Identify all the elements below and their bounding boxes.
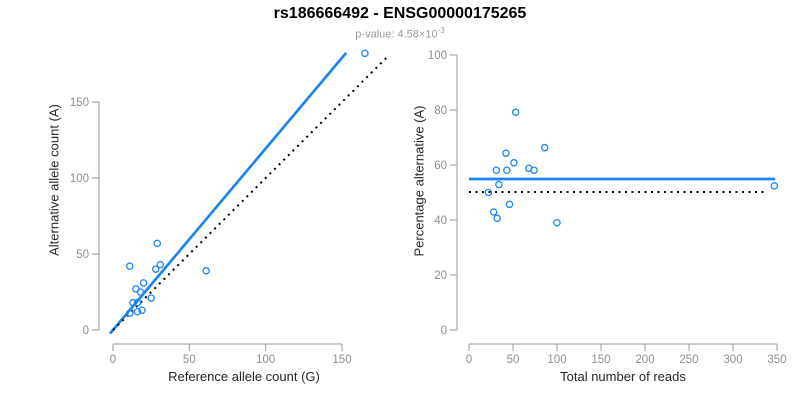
left-data-points — [126, 49, 369, 318]
data-point — [503, 166, 511, 174]
data-point — [147, 294, 155, 302]
data-point — [505, 200, 514, 209]
figure-subtitle: p-value: 4.58×10-3 — [0, 26, 800, 41]
x-tick-label: 150 — [591, 354, 610, 366]
y-tick-label: 40 — [434, 215, 447, 227]
data-point — [489, 208, 498, 216]
data-point — [493, 214, 501, 223]
data-point — [129, 298, 137, 307]
x-tick-label: 100 — [547, 354, 566, 366]
y-tick-label: 0 — [441, 325, 447, 337]
left-y-axis-label: Alternative allele count (A) — [46, 104, 62, 256]
x-tick-label: 150 — [332, 354, 351, 366]
right-plot: 0 50 100 150 200 250 300 350 0 20 40 60 80 100 — [428, 50, 787, 366]
left-x-axis-label: Reference allele count (G) — [168, 369, 320, 384]
fitted-ratio-line — [108, 51, 348, 335]
data-point — [525, 164, 533, 173]
data-point — [126, 262, 134, 270]
y-tick-label: 60 — [434, 160, 447, 172]
data-point — [361, 49, 369, 58]
data-point — [770, 182, 779, 190]
left-plot: 0 50 100 150 0 50 100 150 — [70, 49, 388, 366]
x-tick-label: 300 — [723, 354, 742, 366]
data-point — [133, 298, 142, 307]
pvalue-text: p-value: 4.58×10 — [355, 28, 438, 41]
data-point — [553, 218, 561, 227]
x-tick-label: 250 — [679, 354, 698, 366]
data-point — [139, 279, 148, 287]
data-point — [202, 266, 210, 275]
x-tick-label: 50 — [507, 354, 520, 366]
y-tick-label: 80 — [434, 105, 447, 117]
y-tick-label: 20 — [434, 270, 447, 282]
x-tick-label: 0 — [466, 354, 472, 366]
data-point — [495, 180, 503, 189]
data-point — [136, 288, 145, 296]
identity-y-equals-x-line — [112, 56, 388, 331]
data-point — [126, 309, 134, 318]
y-tick-label: 50 — [76, 249, 89, 261]
data-point — [138, 306, 146, 314]
figure-title: rs186666492 - ENSG00000175265 — [273, 5, 527, 22]
data-point — [133, 308, 142, 316]
right-x-axis-label: Total number of reads — [560, 369, 686, 384]
x-tick-label: 0 — [110, 354, 116, 366]
data-point — [510, 159, 518, 167]
x-tick-label: 50 — [183, 354, 196, 366]
data-point — [540, 143, 549, 152]
right-data-points — [484, 108, 779, 227]
x-tick-label: 100 — [256, 354, 275, 366]
y-tick-label: 100 — [70, 173, 89, 185]
pvalue-exponent: -3 — [437, 26, 445, 35]
data-point — [151, 265, 160, 273]
data-point — [511, 108, 520, 116]
data-point — [153, 239, 162, 248]
data-point — [156, 260, 165, 269]
y-tick-label: 150 — [70, 97, 89, 109]
x-tick-label: 350 — [767, 354, 786, 366]
data-point — [502, 149, 510, 157]
right-y-axis-label: Percentage alternative (A) — [411, 105, 427, 257]
data-point — [492, 166, 501, 174]
y-tick-label: 0 — [83, 325, 89, 337]
y-tick-label: 100 — [428, 50, 447, 62]
data-point — [484, 188, 493, 197]
x-tick-label: 200 — [635, 354, 654, 366]
